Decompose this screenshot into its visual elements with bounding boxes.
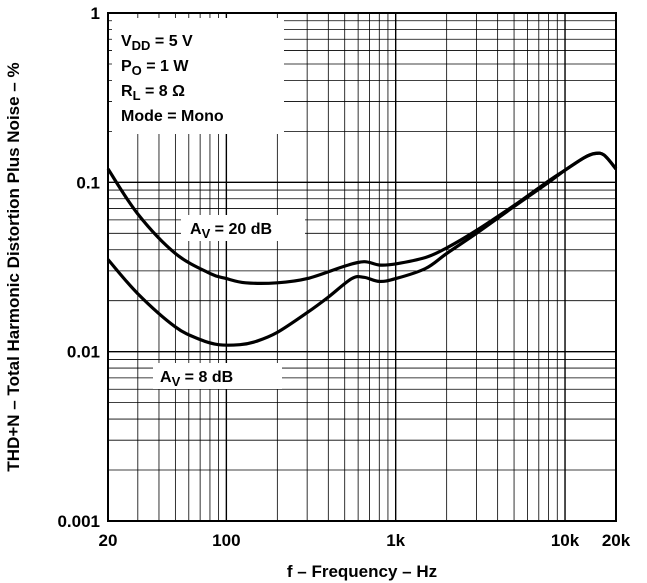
- x-tick-label: 10k: [551, 531, 580, 550]
- series-label-background-0: [181, 215, 305, 241]
- series-label-background-1: [153, 363, 282, 389]
- x-axis-label: f – Frequency – Hz: [287, 562, 437, 581]
- x-tick-label: 1k: [386, 531, 405, 550]
- x-tick-label: 100: [212, 531, 240, 550]
- series-label-av8: AV = 8 dB: [160, 369, 233, 389]
- y-axis-label: THD+N – Total Harmonic Distortion Plus N…: [4, 62, 23, 471]
- y-tick-label: 0.001: [57, 512, 100, 531]
- y-tick-label: 0.01: [67, 343, 100, 362]
- curve-labels: AV = 20 dB AV = 8 dB: [153, 215, 305, 389]
- conditions-background: [112, 18, 284, 134]
- series-label-av20: AV = 20 dB: [190, 221, 272, 241]
- conditions-box: VDD = 5 V PO = 1 W RL = 8 Ω Mode = Mono: [112, 18, 284, 134]
- y-tick-labels: 1 0.1 0.01 0.001: [57, 4, 100, 531]
- condition-rl: RL = 8 Ω: [121, 83, 185, 103]
- y-tick-label: 0.1: [76, 173, 100, 192]
- series-line-1: [106, 151, 618, 347]
- condition-po: PO = 1 W: [121, 58, 189, 78]
- condition-mode: Mode = Mono: [121, 108, 224, 125]
- condition-vdd: VDD = 5 V: [121, 33, 193, 53]
- x-tick-labels: 20 100 1k 10k 20k: [99, 531, 631, 550]
- y-tick-label: 1: [91, 4, 100, 23]
- x-tick-label: 20: [99, 531, 118, 550]
- curves: [106, 151, 618, 347]
- plot-frame: [107, 12, 617, 522]
- x-tick-label: 20k: [602, 531, 631, 550]
